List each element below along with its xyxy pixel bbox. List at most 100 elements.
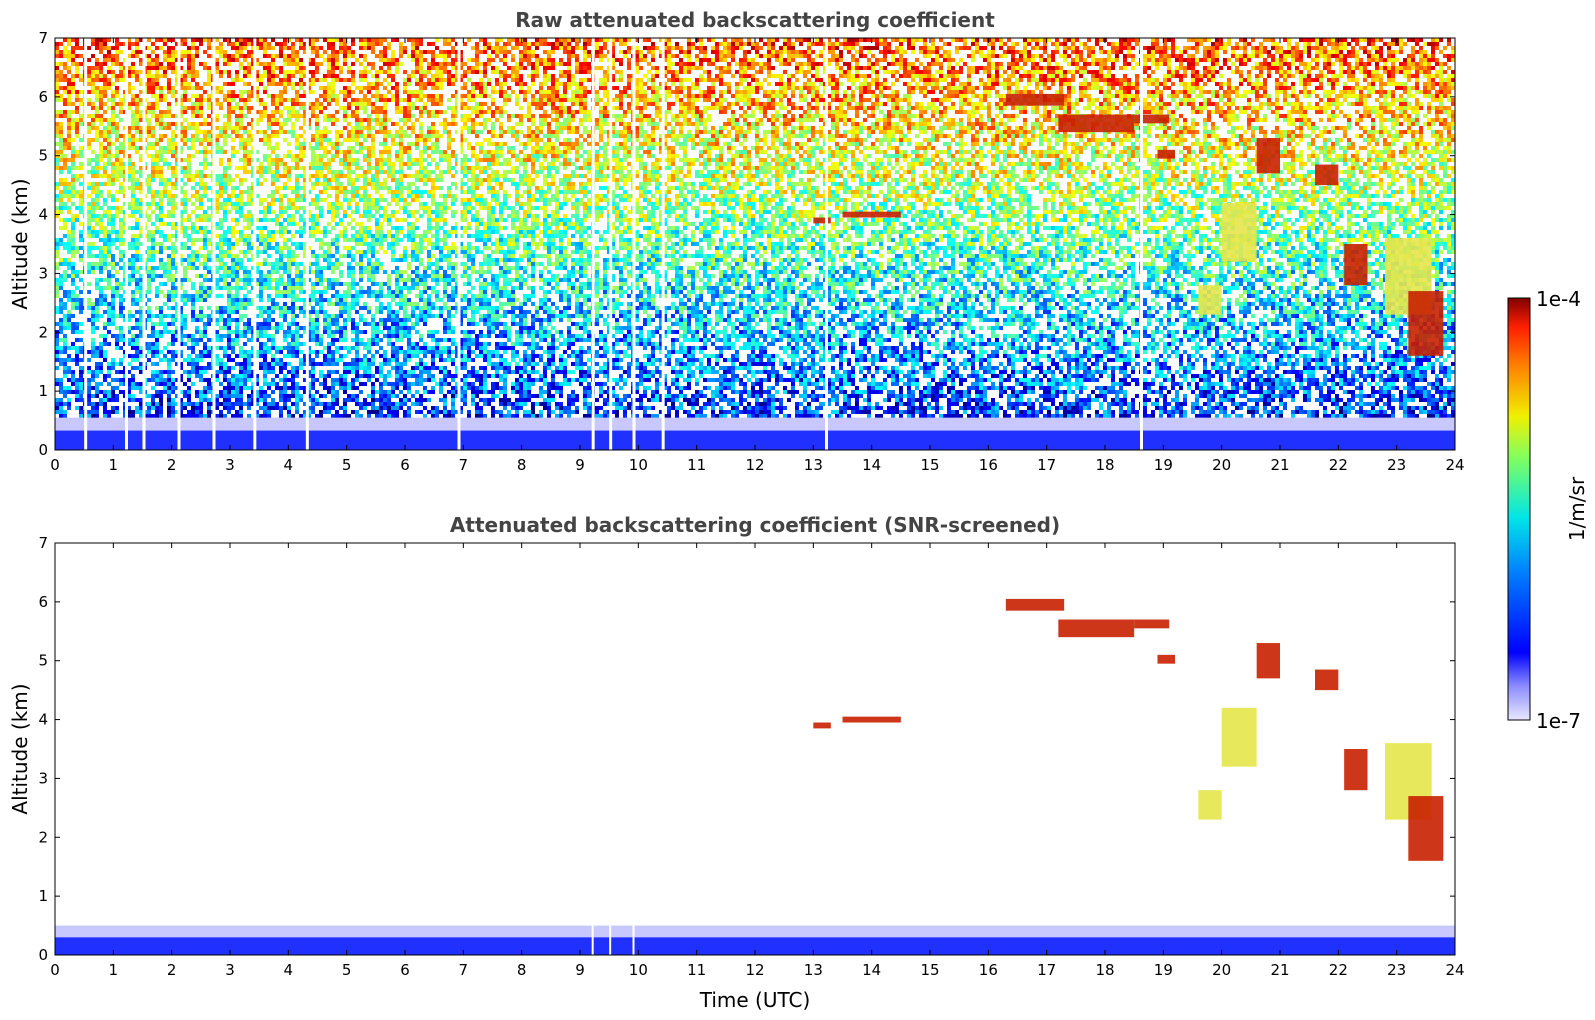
noise-cell [351, 70, 355, 74]
noise-cell [879, 38, 883, 42]
noise-cell [567, 70, 571, 74]
noise-cell [275, 42, 279, 46]
noise-cell [331, 62, 335, 66]
noise-cell [1363, 62, 1367, 66]
noise-cell [1155, 66, 1159, 70]
noise-cell [131, 62, 135, 66]
noise-cell [79, 46, 83, 50]
noise-cell [715, 66, 719, 70]
noise-cell [363, 58, 367, 62]
noise-cell [451, 50, 455, 54]
noise-cell [1203, 46, 1207, 50]
noise-cell [1339, 58, 1343, 62]
noise-cell [359, 46, 363, 50]
noise-cell [939, 54, 943, 58]
noise-cell [1143, 58, 1147, 62]
noise-cell [1331, 62, 1335, 66]
noise-cell [443, 50, 447, 54]
noise-cell [963, 42, 967, 46]
noise-cell [711, 62, 715, 66]
noise-cell [451, 66, 455, 70]
noise-cell [1171, 38, 1175, 42]
noise-cell [343, 58, 347, 62]
noise-cell [627, 66, 631, 70]
noise-cell [843, 38, 847, 42]
noise-cell [1271, 42, 1275, 46]
noise-cell [915, 58, 919, 62]
noise-cell [1107, 50, 1111, 54]
noise-cell [299, 70, 303, 74]
noise-cell [831, 46, 835, 50]
noise-cell [67, 42, 71, 46]
noise-cell [347, 50, 351, 54]
noise-cell [1023, 58, 1027, 62]
noise-cell [1339, 54, 1343, 58]
noise-cell [319, 54, 323, 58]
noise-cell [547, 66, 551, 70]
noise-cell [219, 54, 223, 58]
noise-cell [1371, 42, 1375, 46]
noise-cell [239, 66, 243, 70]
noise-cell [191, 42, 195, 46]
noise-cell [731, 54, 735, 58]
noise-cell [1215, 58, 1219, 62]
noise-cell [755, 50, 759, 54]
noise-cell [371, 50, 375, 54]
noise-cell [975, 46, 979, 50]
noise-cell [447, 42, 451, 46]
noise-cell [595, 46, 599, 50]
noise-cell [1043, 66, 1047, 70]
noise-cell [1007, 38, 1011, 42]
noise-cell [963, 62, 967, 66]
noise-cell [495, 54, 499, 58]
noise-cell [111, 62, 115, 66]
noise-cell [423, 70, 427, 74]
noise-cell [1011, 54, 1015, 58]
noise-cell [807, 38, 811, 42]
noise-cell [147, 38, 151, 42]
noise-cell [575, 70, 579, 74]
noise-cell [1271, 58, 1275, 62]
noise-cell [363, 54, 367, 58]
noise-cell [843, 46, 847, 50]
noise-cell [1399, 46, 1403, 50]
noise-cell [755, 42, 759, 46]
noise-cell [807, 50, 811, 54]
noise-cell [1335, 50, 1339, 54]
noise-cell [811, 58, 815, 62]
noise-cell [1027, 54, 1031, 58]
noise-cell [231, 54, 235, 58]
noise-cell [903, 58, 907, 62]
noise-cell [1051, 58, 1055, 62]
noise-cell [535, 46, 539, 50]
noise-cell [55, 42, 59, 46]
noise-cell [1307, 54, 1311, 58]
noise-cell [875, 42, 879, 46]
noise-cell [1287, 42, 1291, 46]
noise-cell [1319, 42, 1323, 46]
noise-cell [311, 38, 315, 42]
noise-cell [67, 54, 71, 58]
noise-cell [555, 38, 559, 42]
noise-cell [327, 42, 331, 46]
noise-cell [619, 58, 623, 62]
noise-cell [451, 46, 455, 50]
noise-cell [739, 66, 743, 70]
noise-cell [527, 62, 531, 66]
noise-cell [771, 66, 775, 70]
noise-cell [191, 66, 195, 70]
noise-cell [1267, 62, 1271, 66]
noise-cell [1083, 46, 1087, 50]
noise-cell [799, 66, 803, 70]
noise-cell [1291, 46, 1295, 50]
noise-cell [359, 70, 363, 74]
noise-cell [851, 54, 855, 58]
noise-cell [1243, 54, 1247, 58]
noise-cell [507, 42, 511, 46]
noise-cell [99, 42, 103, 46]
noise-cell [1407, 54, 1411, 58]
noise-cell [235, 70, 239, 74]
noise-cell [1307, 50, 1311, 54]
noise-cell [923, 50, 927, 54]
noise-cell [191, 46, 195, 50]
